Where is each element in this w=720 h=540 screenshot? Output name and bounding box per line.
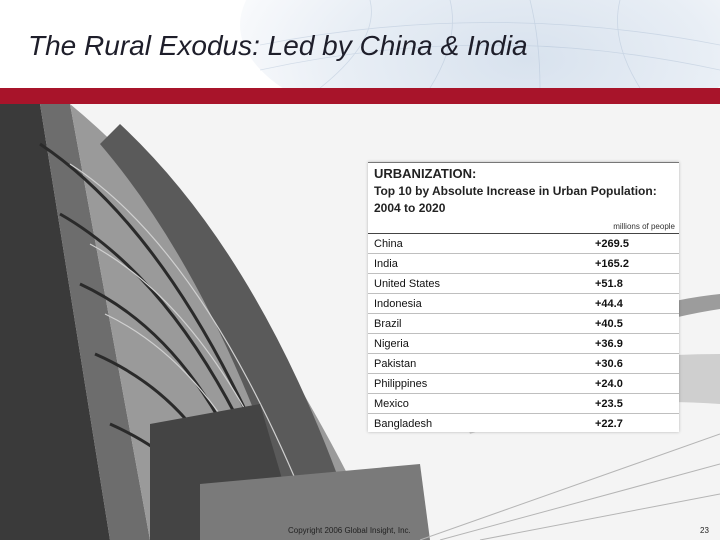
country-cell: Indonesia (368, 293, 589, 314)
page-number: 23 (700, 526, 709, 535)
country-cell: Philippines (368, 373, 589, 394)
table-row: India +165.2 (368, 253, 679, 274)
table-row: Nigeria +36.9 (368, 333, 679, 354)
table-row: Pakistan +30.6 (368, 353, 679, 374)
value-cell: +269.5 (589, 233, 679, 254)
accent-bar (0, 88, 720, 104)
country-cell: Pakistan (368, 353, 589, 374)
globe-grid-lines (260, 0, 720, 88)
table-row: Brazil +40.5 (368, 313, 679, 334)
table-row: United States +51.8 (368, 273, 679, 294)
value-cell: +44.4 (589, 293, 679, 314)
country-cell: China (368, 233, 589, 254)
table-subheading: Top 10 by Absolute Increase in Urban Pop… (374, 184, 657, 215)
country-cell: Nigeria (368, 333, 589, 354)
building-illustration (0, 104, 720, 540)
table-row: Philippines +24.0 (368, 373, 679, 394)
table-heading: URBANIZATION: (374, 166, 477, 181)
table-row: Mexico +23.5 (368, 393, 679, 414)
slide-header: The Rural Exodus: Led by China & India (0, 0, 720, 88)
table-row: Bangladesh +22.7 (368, 413, 679, 433)
table-row: Indonesia +44.4 (368, 293, 679, 314)
table-header: URBANIZATION: Top 10 by Absolute Increas… (368, 162, 679, 217)
country-cell: Bangladesh (368, 413, 589, 433)
slide-title: The Rural Exodus: Led by China & India (28, 30, 528, 61)
value-cell: +36.9 (589, 333, 679, 354)
world-globe-image (240, 0, 720, 88)
urbanization-table: China +269.5 India +165.2 United States +51… (368, 233, 679, 433)
value-cell: +40.5 (589, 313, 679, 334)
urbanization-table-panel: URBANIZATION: Top 10 by Absolute Increas… (368, 162, 679, 433)
value-cell: +51.8 (589, 273, 679, 294)
country-cell: Brazil (368, 313, 589, 334)
country-cell: Mexico (368, 393, 589, 414)
table-row: China +269.5 (368, 233, 679, 254)
value-cell: +23.5 (589, 393, 679, 414)
copyright-text: Copyright 2006 Global Insight, Inc. (288, 526, 411, 535)
units-label: millions of people (613, 222, 675, 231)
value-cell: +165.2 (589, 253, 679, 274)
value-cell: +30.6 (589, 353, 679, 374)
value-cell: +22.7 (589, 413, 679, 433)
country-cell: India (368, 253, 589, 274)
country-cell: United States (368, 273, 589, 294)
value-cell: +24.0 (589, 373, 679, 394)
